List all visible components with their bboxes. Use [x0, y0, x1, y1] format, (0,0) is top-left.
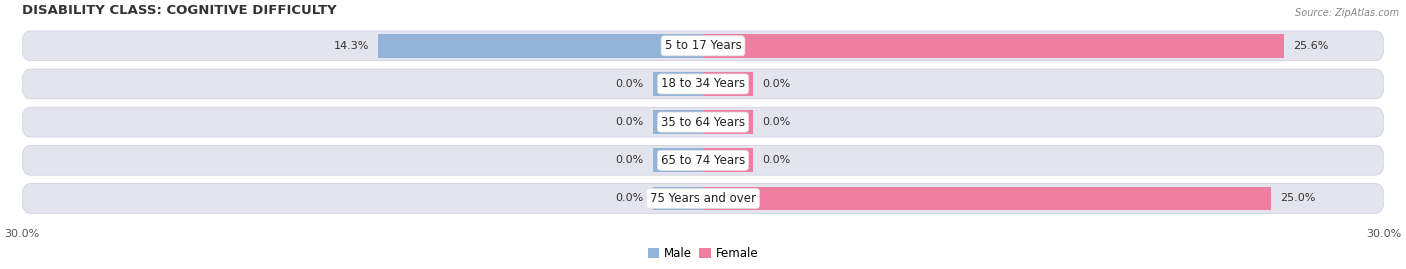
Text: 0.0%: 0.0%: [762, 117, 790, 127]
Bar: [652, 72, 703, 96]
FancyBboxPatch shape: [21, 69, 1385, 99]
FancyBboxPatch shape: [21, 107, 1385, 137]
Text: 0.0%: 0.0%: [616, 155, 644, 165]
Bar: [703, 187, 1271, 210]
Bar: [703, 110, 754, 134]
Bar: [378, 34, 703, 58]
Bar: [703, 34, 1284, 58]
Text: 0.0%: 0.0%: [762, 155, 790, 165]
Legend: Male, Female: Male, Female: [643, 242, 763, 265]
Text: 35 to 64 Years: 35 to 64 Years: [661, 116, 745, 129]
FancyBboxPatch shape: [21, 146, 1385, 175]
Text: 25.6%: 25.6%: [1294, 41, 1329, 51]
Text: 18 to 34 Years: 18 to 34 Years: [661, 77, 745, 90]
Text: 14.3%: 14.3%: [333, 41, 370, 51]
Text: 0.0%: 0.0%: [616, 79, 644, 89]
Text: 0.0%: 0.0%: [616, 193, 644, 203]
Text: 0.0%: 0.0%: [616, 117, 644, 127]
Text: 75 Years and over: 75 Years and over: [650, 192, 756, 205]
FancyBboxPatch shape: [21, 183, 1385, 213]
Bar: [652, 187, 703, 210]
Text: DISABILITY CLASS: COGNITIVE DIFFICULTY: DISABILITY CLASS: COGNITIVE DIFFICULTY: [21, 4, 336, 17]
Bar: [703, 148, 754, 172]
Bar: [652, 148, 703, 172]
Text: 65 to 74 Years: 65 to 74 Years: [661, 154, 745, 167]
Text: Source: ZipAtlas.com: Source: ZipAtlas.com: [1295, 8, 1399, 18]
Text: 5 to 17 Years: 5 to 17 Years: [665, 39, 741, 52]
Bar: [703, 72, 754, 96]
Bar: [652, 110, 703, 134]
Text: 25.0%: 25.0%: [1279, 193, 1315, 203]
Text: 0.0%: 0.0%: [762, 79, 790, 89]
FancyBboxPatch shape: [21, 31, 1385, 61]
